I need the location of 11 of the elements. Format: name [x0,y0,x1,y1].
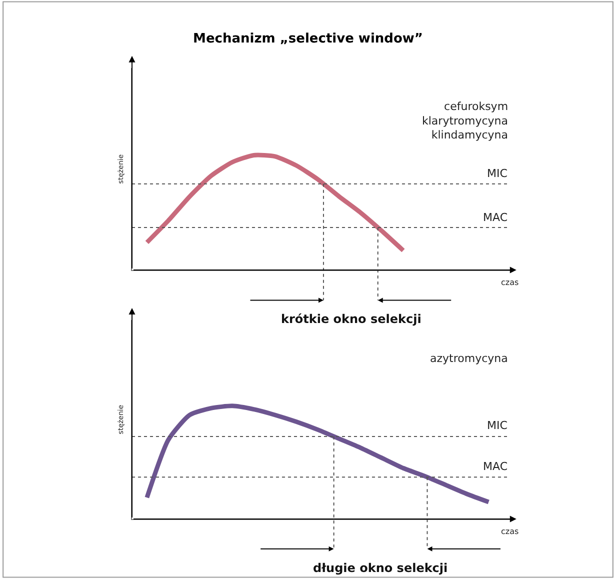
ref-line-label: MAC [483,211,508,224]
text: krótkie okno selekcji [281,312,422,326]
ref-line-label: MAC [483,460,508,473]
text: azytromycyna [430,352,508,365]
text: długie okno selekcji [313,561,448,575]
x-axis-title: czas [501,527,519,536]
x-axis-title: czas [501,278,519,287]
ref-line-label: MIC [487,167,508,180]
text: cefuroksym klarytromycyna klindamycyna [422,100,508,142]
ref-line-label: MIC [487,419,508,432]
chart-title: Mechanizm „selective window” [193,32,423,47]
